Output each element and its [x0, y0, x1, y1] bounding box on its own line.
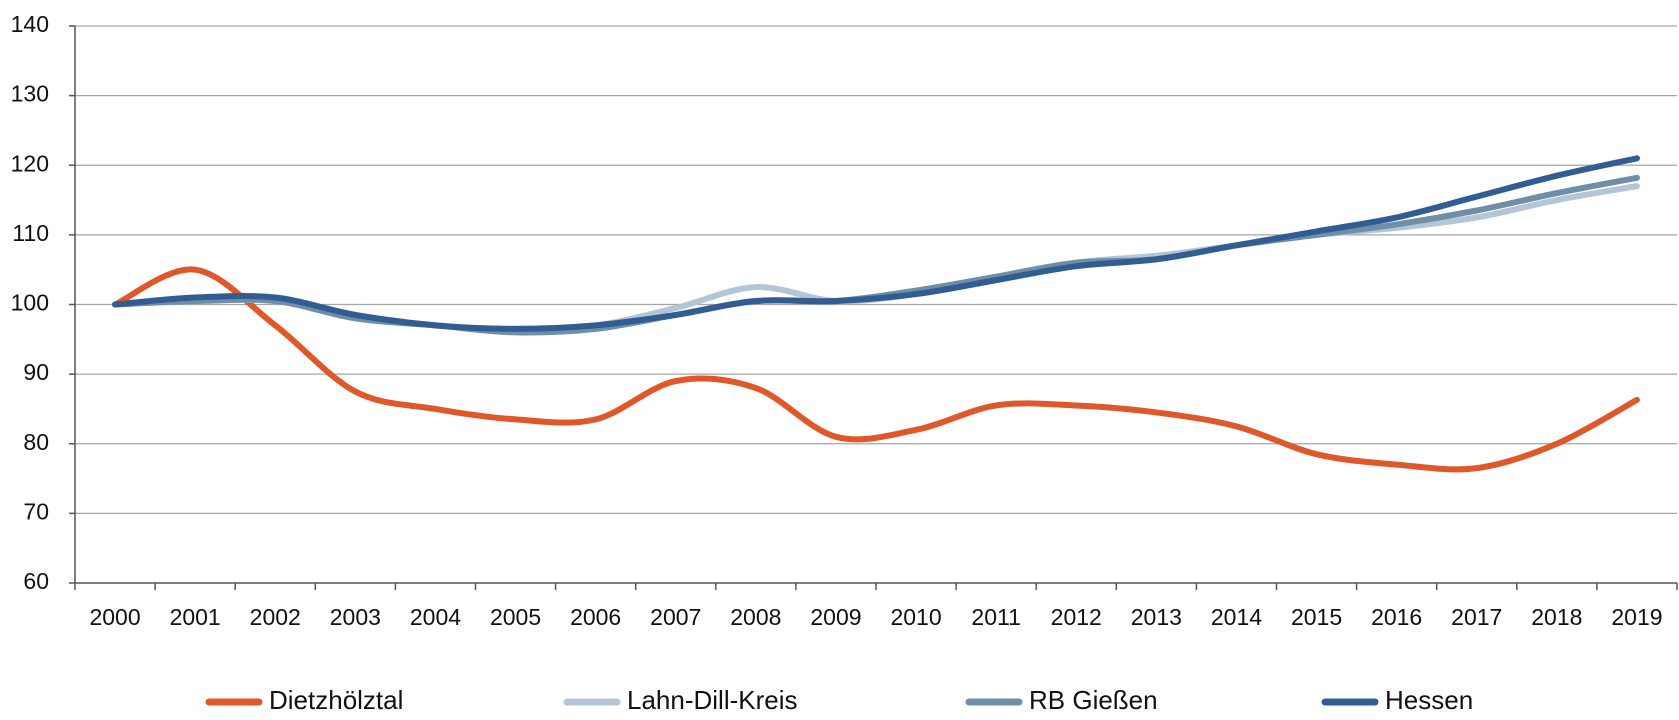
- legend-label: Lahn-Dill-Kreis: [627, 685, 798, 715]
- x-tick-label: 2015: [1291, 604, 1342, 630]
- x-tick-label: 2001: [170, 604, 221, 630]
- x-tick-label: 2014: [1211, 604, 1262, 630]
- y-tick-label: 90: [23, 359, 49, 385]
- y-tick-label: 110: [12, 220, 49, 246]
- x-tick-label: 2004: [410, 604, 461, 630]
- y-tick-label: 130: [11, 81, 49, 107]
- x-tick-label: 2016: [1371, 604, 1422, 630]
- legend-label: Hessen: [1385, 685, 1473, 715]
- x-tick-label: 2006: [570, 604, 621, 630]
- x-tick-label: 2002: [250, 604, 301, 630]
- y-tick-label: 80: [23, 429, 49, 455]
- y-tick-label: 120: [11, 150, 49, 176]
- series-line: [112, 174, 1640, 336]
- x-tick-label: 2009: [810, 604, 861, 630]
- series-line: [112, 183, 1640, 332]
- x-tick-label: 2017: [1451, 604, 1502, 630]
- series-line: [112, 266, 1640, 473]
- y-tick-label: 60: [23, 568, 49, 594]
- x-tick-label: 2013: [1131, 604, 1182, 630]
- series-line: [112, 155, 1640, 332]
- x-tick-label: 2010: [890, 604, 941, 630]
- x-tick-label: 2019: [1611, 604, 1662, 630]
- y-tick-label: 70: [23, 498, 49, 524]
- legend-label: Dietzhölztal: [269, 685, 403, 715]
- x-tick-label: 2012: [1051, 604, 1102, 630]
- x-tick-label: 2008: [730, 604, 781, 630]
- x-tick-label: 2000: [89, 604, 140, 630]
- x-tick-label: 2007: [650, 604, 701, 630]
- x-tick-label: 2003: [330, 604, 381, 630]
- y-tick-label: 100: [11, 290, 49, 316]
- y-tick-label: 140: [11, 11, 49, 37]
- x-tick-label: 2005: [490, 604, 541, 630]
- legend-label: RB Gießen: [1029, 685, 1158, 715]
- x-tick-label: 2018: [1531, 604, 1582, 630]
- x-tick-label: 2011: [971, 604, 1020, 630]
